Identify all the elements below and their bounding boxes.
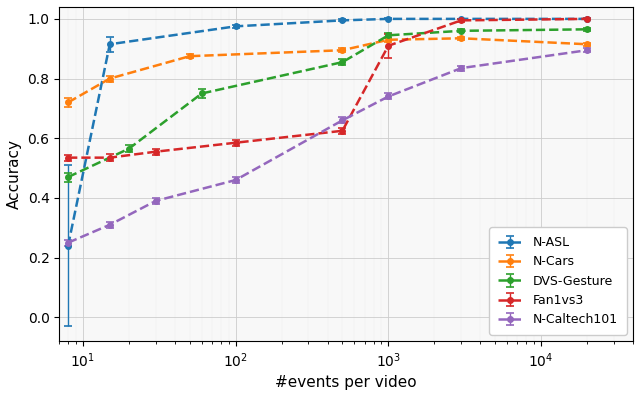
Y-axis label: Accuracy: Accuracy — [7, 139, 22, 209]
X-axis label: #events per video: #events per video — [275, 375, 417, 390]
Legend: N-ASL, N-Cars, DVS-Gesture, Fan1vs3, N-Caltech101: N-ASL, N-Cars, DVS-Gesture, Fan1vs3, N-C… — [489, 227, 627, 335]
